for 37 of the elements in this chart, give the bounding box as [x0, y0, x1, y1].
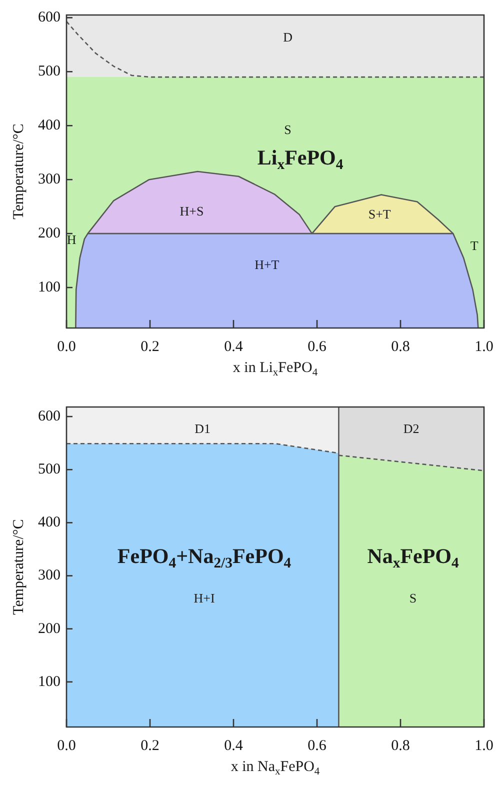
y-tick-label: 100 [38, 674, 60, 690]
annotation: H+I [194, 590, 215, 606]
x-tick-label: 0.0 [57, 738, 76, 754]
band-label: D [283, 29, 292, 44]
x-tick-label: 0.4 [224, 738, 244, 754]
annotation: S [409, 590, 417, 606]
x-tick-label: 1.0 [474, 338, 494, 355]
annotation: H [66, 232, 76, 247]
x-tick-label: 0.0 [57, 338, 76, 355]
y-tick-label: 100 [38, 279, 60, 296]
x-tick-label: 0.6 [308, 338, 327, 355]
y-tick-label: 200 [38, 226, 60, 242]
band-label: D1 [194, 420, 211, 436]
y-axis-title: Temperature/°C [10, 519, 27, 615]
annotation: T [470, 238, 478, 254]
y-axis-title: Temperature/°C [10, 124, 27, 220]
annotation: S+T [368, 206, 391, 222]
y-tick-label: 500 [38, 462, 60, 478]
y-tick-label: 600 [38, 10, 60, 26]
annotation: H+S [180, 204, 204, 219]
y-tick-label: 500 [38, 64, 60, 80]
y-tick-label: 400 [38, 514, 60, 531]
annotation: H+T [254, 256, 280, 272]
x-tick-label: 0.4 [224, 338, 244, 355]
x-tick-label: 0.2 [140, 338, 160, 355]
y-tick-label: 300 [38, 568, 60, 584]
y-tick-label: 400 [38, 118, 60, 134]
x-tick-label: 0.8 [391, 738, 410, 754]
x-tick-label: 0.8 [391, 338, 410, 355]
band-label: D2 [403, 420, 420, 436]
y-tick-label: 300 [38, 172, 60, 188]
x-tick-label: 0.2 [140, 738, 160, 754]
x-tick-label: 1.0 [474, 738, 494, 754]
x-tick-label: 0.6 [308, 738, 327, 754]
annotation: S [284, 122, 292, 138]
y-tick-label: 200 [38, 620, 60, 637]
y-tick-label: 600 [38, 408, 60, 424]
